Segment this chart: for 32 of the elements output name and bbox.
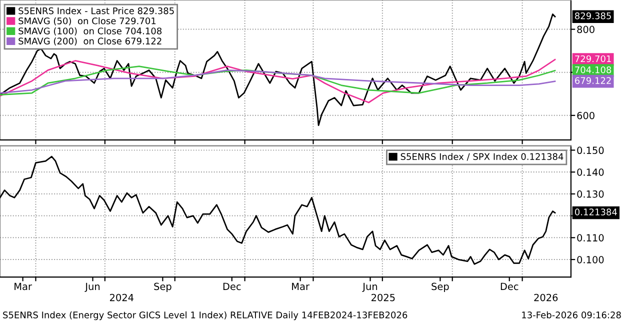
annotation: 704.108 [575,66,612,74]
x-tick-label: Jun [362,282,378,292]
x-tick-label: Dec [223,282,241,290]
legend-label: S5ENRS Index - Last Price 829.385 [18,7,174,14]
text: S5ENRS Index (Energy Sector GICS Level 1 Index) RELATIVE Daily 14FEB2024-13FEB2026 [3,311,408,320]
x2-tick-label: 2025 [372,294,395,302]
x-tick-label: Mar [292,282,310,290]
text: 13-Feb-2026 09:16:28 [522,311,621,318]
annotation: 729.701 [575,55,611,62]
legend-label: S5ENRS Index / SPX Index 0.121384 [400,153,564,161]
y-tick-label: 0.110 [577,234,604,242]
y-tick-label: 800 [577,26,594,34]
x-tick-label: Sep [432,282,449,292]
x2-tick-label: 2024 [110,294,134,302]
x2-tick-label: 2026 [534,294,558,302]
annotation: 829.385 [575,12,611,20]
y-tick-label: 0.150 [577,146,604,154]
legend-label: SMAVG (50) on Close 729.701 [18,17,156,26]
x-tick-label: Dec [500,282,518,290]
y-tick-label: 600 [577,112,594,120]
annotation: 0.121384 [574,208,617,216]
x-tick-label: Jun [84,282,100,292]
line-series [0,14,556,126]
line-series [0,58,556,104]
y-tick-label: 0.140 [577,168,604,176]
y-tick-label: 0.130 [577,190,604,198]
x-tick-label: Sep [154,282,172,292]
y-tick-label: 0.100 [577,256,604,264]
legend-label: SMAVG (100) on Close 704.108 [18,27,162,36]
x-tick-label: Mar [14,282,32,290]
annotation: 679.122 [575,77,611,84]
legend-label: SMAVG (200) on Close 679.122 [18,37,162,46]
